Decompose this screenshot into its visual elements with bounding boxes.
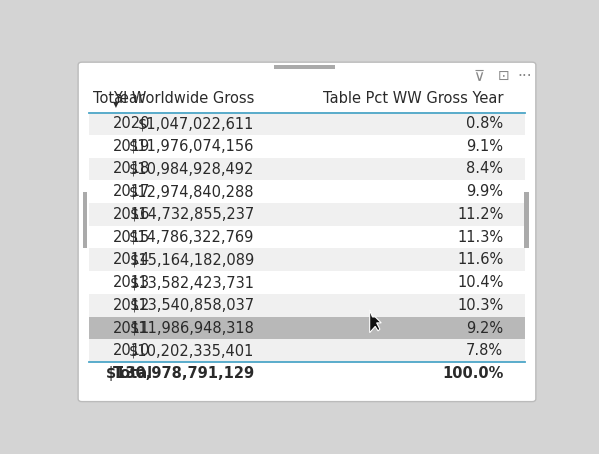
- Text: $10,202,335,401: $10,202,335,401: [129, 343, 255, 358]
- Text: 11.6%: 11.6%: [457, 252, 503, 267]
- Text: $1,047,022,611: $1,047,022,611: [138, 116, 255, 131]
- Text: 2014: 2014: [113, 252, 150, 267]
- FancyBboxPatch shape: [78, 62, 536, 402]
- Text: 2011: 2011: [113, 321, 150, 336]
- Text: 100.0%: 100.0%: [442, 366, 503, 381]
- Text: 11.2%: 11.2%: [457, 207, 503, 222]
- Text: 8.4%: 8.4%: [467, 162, 503, 177]
- Text: $15,164,182,089: $15,164,182,089: [129, 252, 255, 267]
- Text: 0.8%: 0.8%: [466, 116, 503, 131]
- Text: 10.3%: 10.3%: [457, 298, 503, 313]
- Text: 2013: 2013: [113, 275, 150, 290]
- Text: ⊡: ⊡: [498, 69, 510, 83]
- Text: Year: Year: [113, 90, 144, 106]
- Text: 9.2%: 9.2%: [466, 321, 503, 336]
- Text: Table Pct WW Gross Year: Table Pct WW Gross Year: [323, 90, 503, 106]
- Text: 10.4%: 10.4%: [457, 275, 503, 290]
- Bar: [89, 89, 525, 112]
- Text: 2017: 2017: [113, 184, 150, 199]
- Bar: [89, 294, 525, 317]
- Bar: [89, 271, 525, 294]
- Text: $11,976,074,156: $11,976,074,156: [129, 139, 255, 154]
- Text: 7.8%: 7.8%: [466, 343, 503, 358]
- Text: 2018: 2018: [113, 162, 150, 177]
- Bar: [89, 112, 525, 135]
- Text: ···: ···: [518, 69, 533, 84]
- Text: ▼: ▼: [113, 100, 119, 109]
- Text: Total Worldwide Gross: Total Worldwide Gross: [93, 90, 255, 106]
- Bar: [89, 317, 525, 340]
- Bar: [89, 180, 525, 203]
- Bar: [83, 192, 87, 248]
- Text: $14,732,855,237: $14,732,855,237: [129, 207, 255, 222]
- Text: $10,984,928,492: $10,984,928,492: [129, 162, 255, 177]
- Text: 9.1%: 9.1%: [467, 139, 503, 154]
- Bar: [89, 158, 525, 180]
- Text: 2020: 2020: [113, 116, 150, 131]
- Text: ⊽: ⊽: [473, 69, 485, 84]
- Text: 2012: 2012: [113, 298, 150, 313]
- Text: Total: Total: [113, 366, 153, 381]
- Text: $11,986,948,318: $11,986,948,318: [130, 321, 255, 336]
- Text: $14,786,322,769: $14,786,322,769: [129, 230, 255, 245]
- Text: 11.3%: 11.3%: [457, 230, 503, 245]
- Bar: [89, 362, 525, 385]
- Bar: [89, 203, 525, 226]
- Bar: [89, 340, 525, 362]
- Text: $130,978,791,129: $130,978,791,129: [105, 366, 255, 381]
- Text: 2015: 2015: [113, 230, 150, 245]
- Text: 2010: 2010: [113, 343, 150, 358]
- Text: 2016: 2016: [113, 207, 150, 222]
- Text: 9.9%: 9.9%: [467, 184, 503, 199]
- Text: $13,540,858,037: $13,540,858,037: [129, 298, 255, 313]
- Bar: [274, 65, 335, 69]
- Text: $12,974,840,288: $12,974,840,288: [129, 184, 255, 199]
- Text: $13,582,423,731: $13,582,423,731: [129, 275, 255, 290]
- Bar: [89, 226, 525, 248]
- Bar: [89, 135, 525, 158]
- Text: 2019: 2019: [113, 139, 150, 154]
- Bar: [524, 192, 530, 248]
- Bar: [89, 248, 525, 271]
- Polygon shape: [370, 310, 382, 333]
